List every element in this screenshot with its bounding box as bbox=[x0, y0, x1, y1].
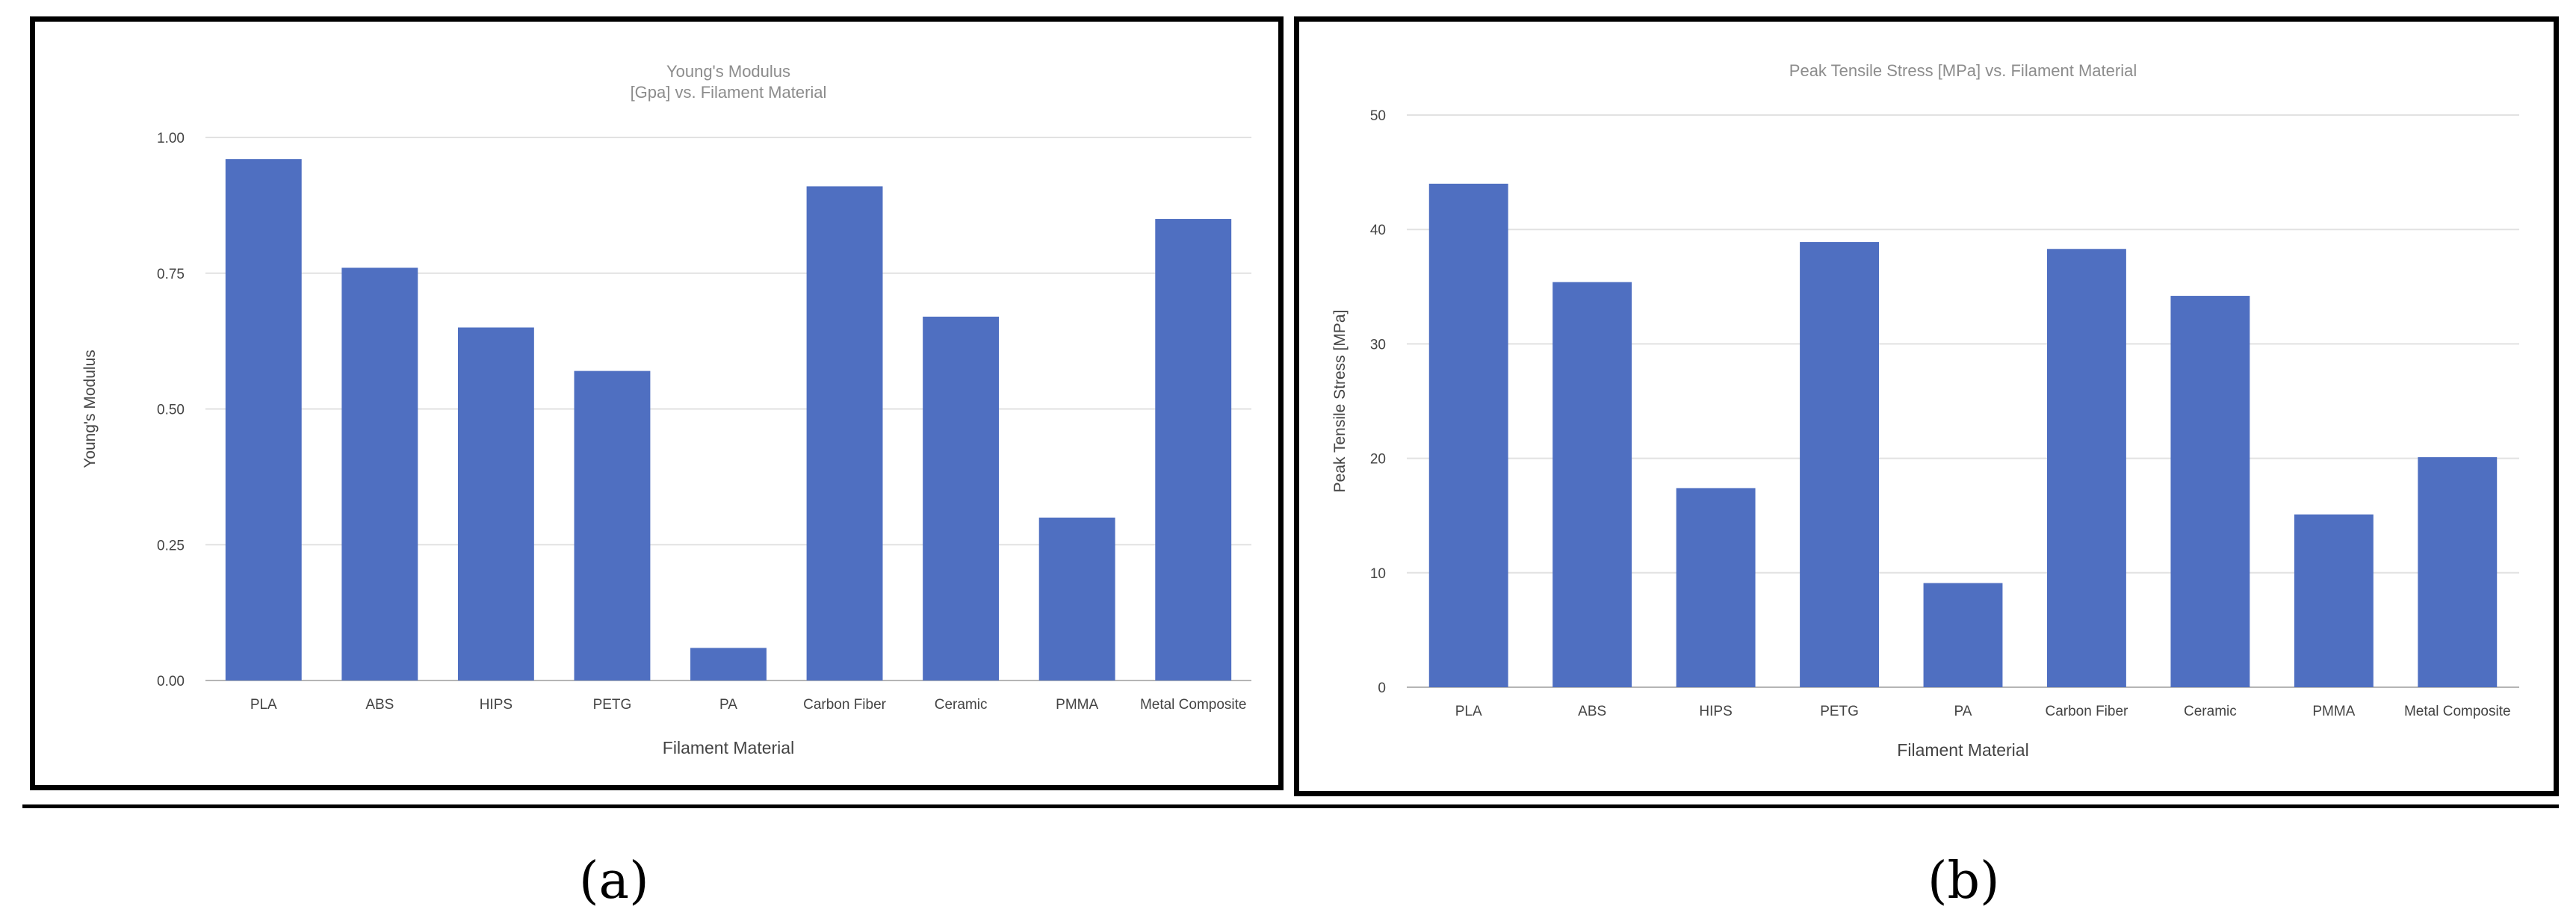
chart-b-x-tick-label: PA bbox=[1954, 704, 1972, 719]
chart-b-bar-abs bbox=[1552, 282, 1632, 687]
chart-b-bar-ceramic bbox=[2170, 296, 2250, 687]
chart-b-bar-petg bbox=[1800, 242, 1879, 687]
chart-panel-a: Young's Modulus [Gpa] vs. Filament Materi… bbox=[30, 16, 1284, 790]
chart-a-x-tick-label: Carbon Fiber bbox=[803, 697, 887, 713]
chart-a-x-tick-label: HIPS bbox=[480, 697, 513, 713]
chart-a-x-tick-label: PETG bbox=[593, 697, 632, 713]
chart-a-bar-petg bbox=[574, 370, 651, 680]
chart-a-bar-metal-composite bbox=[1155, 219, 1232, 680]
chart-a-x-axis-title: Filament Material bbox=[663, 738, 794, 757]
chart-b-bar-carbon-fiber bbox=[2047, 249, 2126, 687]
chart-b-x-tick-label: Metal Composite bbox=[2404, 704, 2511, 719]
chart-b-y-tick-label: 0 bbox=[1378, 680, 1386, 696]
chart-a-x-tick-label: PLA bbox=[250, 697, 277, 713]
chart-a-x-tick-label: PMMA bbox=[1056, 697, 1098, 713]
chart-b-x-tick-label: PETG bbox=[1820, 704, 1859, 719]
chart-b-bar-pla bbox=[1428, 183, 1508, 688]
chart-b-x-tick-label: ABS bbox=[1578, 704, 1606, 719]
chart-a-y-tick-label: 0.50 bbox=[157, 403, 185, 418]
chart-a-y-axis-title: Young's Modulus bbox=[81, 350, 99, 468]
chart-b-bar-metal-composite bbox=[2418, 457, 2498, 687]
chart-a-bar-abs bbox=[341, 267, 418, 681]
chart-a-x-tick-label: PA bbox=[719, 697, 737, 713]
chart-b-bar-pa bbox=[1923, 583, 2003, 687]
chart-a-y-tick-label: 0.25 bbox=[157, 538, 185, 554]
chart-b-chart-title: Peak Tensile Stress [MPa] vs. Filament M… bbox=[1789, 61, 2137, 80]
chart-b-x-tick-label: PMMA bbox=[2312, 704, 2355, 719]
chart-b-y-tick-label: 40 bbox=[1370, 223, 1386, 238]
chart-a-chart-title: Young's Modulus bbox=[666, 62, 790, 81]
chart-b-y-tick-label: 10 bbox=[1370, 566, 1386, 582]
chart-a-x-tick-label: Metal Composite bbox=[1140, 697, 1247, 713]
chart-a-y-tick-label: 1.00 bbox=[157, 131, 185, 146]
chart-a-y-tick-label: 0.75 bbox=[157, 267, 185, 282]
chart-a-x-tick-label: ABS bbox=[365, 697, 394, 713]
chart-b-bar-pmma bbox=[2294, 514, 2374, 687]
peak-tensile-stress-chart: Peak Tensile Stress [MPa] vs. Filament M… bbox=[1331, 61, 2519, 760]
chart-panel-b: Peak Tensile Stress [MPa] vs. Filament M… bbox=[1294, 16, 2559, 796]
youngs-modulus-chart: Young's Modulus [Gpa] vs. Filament Materi… bbox=[81, 62, 1251, 757]
chart-b-y-tick-label: 20 bbox=[1370, 452, 1386, 468]
chart-a-bar-ceramic bbox=[923, 316, 1000, 680]
chart-b-x-tick-label: HIPS bbox=[1699, 704, 1732, 719]
chart-a-bar-pla bbox=[225, 159, 302, 680]
chart-a-bar-pmma bbox=[1038, 517, 1115, 680]
chart-b-x-tick-label: Ceramic bbox=[2184, 704, 2237, 719]
chart-a-y-tick-label: 0.00 bbox=[157, 674, 185, 689]
chart-b-y-axis-title: Peak Tensile Stress [MPa] bbox=[1331, 310, 1349, 493]
chart-a-bar-hips bbox=[457, 327, 534, 680]
chart-b-x-axis-title: Filament Material bbox=[1897, 740, 2028, 760]
chart-a-bar-carbon-fiber bbox=[806, 186, 883, 680]
panel-label-b: (b) bbox=[1928, 852, 2000, 911]
chart-b-x-tick-label: PLA bbox=[1455, 704, 1482, 719]
chart-a-bar-pa bbox=[690, 648, 767, 680]
chart-b-x-tick-label: Carbon Fiber bbox=[2045, 704, 2128, 719]
chart-b-y-tick-label: 50 bbox=[1370, 108, 1386, 124]
bottom-divider-rule bbox=[22, 804, 2559, 808]
panel-label-a: (a) bbox=[579, 852, 649, 911]
chart-b-bar-hips bbox=[1676, 488, 1756, 687]
chart-a-x-tick-label: Ceramic bbox=[935, 697, 988, 713]
chart-a-chart-subtitle: [Gpa] vs. Filament Material bbox=[631, 83, 827, 102]
chart-b-y-tick-label: 30 bbox=[1370, 337, 1386, 353]
